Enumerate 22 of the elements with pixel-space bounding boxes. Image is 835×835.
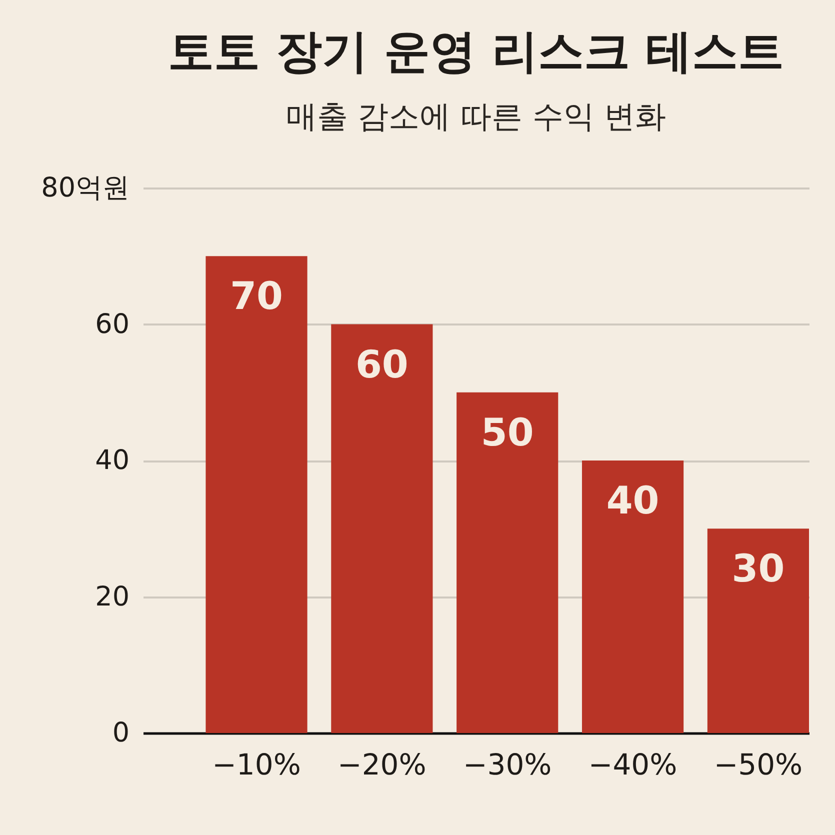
chart-title: 토토 장기 운영 리스크 테스트	[168, 24, 784, 78]
x-tick-label: −20%	[338, 748, 426, 782]
y-tick-label: 20	[95, 581, 130, 612]
x-tick-label: −40%	[588, 748, 678, 782]
y-tick-label: 80억원	[41, 172, 130, 204]
bar	[582, 460, 684, 733]
data-label: 50	[480, 410, 534, 454]
data-label: 70	[230, 274, 283, 318]
data-label: 30	[732, 546, 785, 591]
chart-subtitle: 매출 감소에 따른 수익 변화	[286, 99, 666, 135]
data-label: 40	[606, 478, 660, 522]
bar	[456, 392, 558, 733]
bar	[331, 324, 433, 733]
y-tick-label: 40	[95, 445, 130, 476]
y-tick-label: 60	[95, 308, 130, 340]
data-label: 60	[355, 342, 408, 386]
x-tick-label: −30%	[462, 748, 552, 782]
x-tick-label: −50%	[714, 748, 803, 782]
y-tick-label: 0	[112, 718, 130, 748]
x-tick-label: −10%	[212, 748, 301, 782]
bar	[206, 256, 308, 733]
bar	[707, 528, 809, 733]
